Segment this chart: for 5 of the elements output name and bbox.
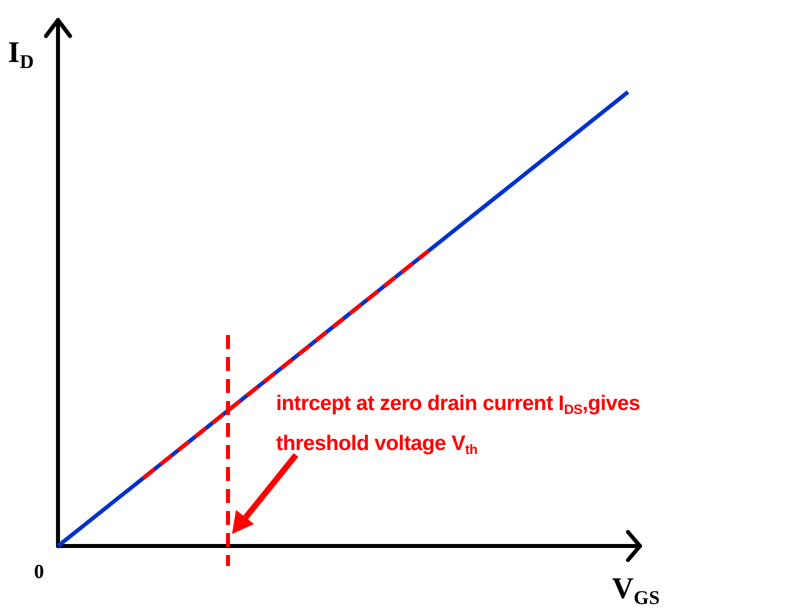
y-axis-title: I$_{D}$ — [8, 36, 34, 73]
annotation: threshold voltage V$_{th}$ — [276, 432, 478, 458]
annotation: intrcept at zero drain current I$_{DS}$,gives — [276, 392, 640, 418]
x-axis-title: V$_{GS}$ — [612, 572, 660, 609]
text: 0 — [34, 561, 44, 583]
